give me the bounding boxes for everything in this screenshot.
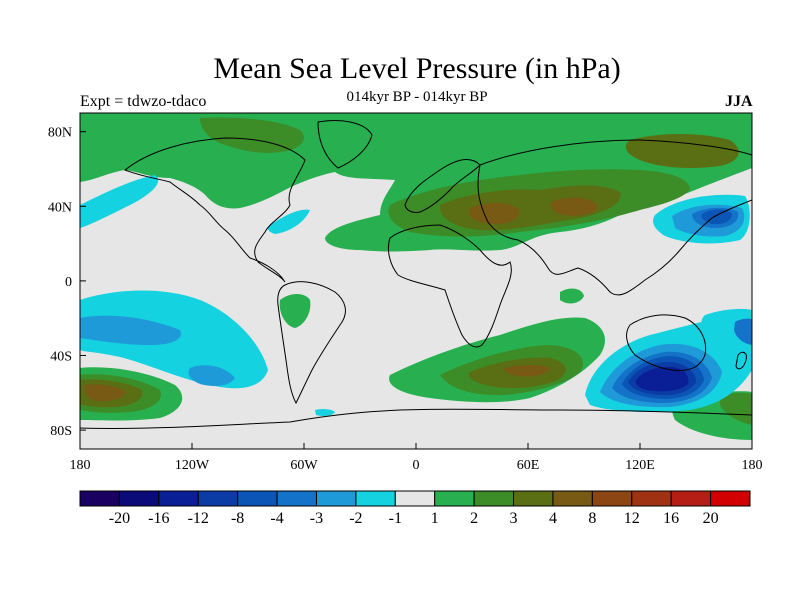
- contour-se-pacific-blue-2: [188, 365, 235, 386]
- contour-ne-pacific-cyan: [80, 175, 159, 228]
- colorbar-label: -20: [109, 510, 130, 527]
- colorbar-swatch: [355, 490, 396, 507]
- coast-greenland: [317, 120, 373, 169]
- colorbar-label: 2: [470, 510, 478, 527]
- contour-indian-green: [560, 288, 584, 304]
- coast-antarctica: [80, 408, 752, 429]
- lon-tick-label: 180: [742, 458, 763, 473]
- contour-arctic-dark-green: [200, 117, 304, 153]
- contour-siberia-olive: [625, 134, 739, 168]
- colorbar-label: 20: [703, 510, 719, 527]
- colorbar-swatch: [237, 490, 278, 507]
- contour-central-asia-brown: [550, 197, 598, 216]
- contour-south-australia-core-blue: [635, 366, 689, 392]
- lat-tick-label: 0: [65, 275, 72, 290]
- lon-tick-label: 0: [413, 458, 420, 473]
- colorbar-label: 8: [588, 510, 596, 527]
- colorbar-label: 12: [624, 510, 640, 527]
- contour-south-pacific-brown: [84, 384, 126, 402]
- colorbar-swatch: [552, 490, 593, 507]
- colorbar-label: 4: [549, 510, 557, 527]
- colorbar-swatch: [473, 490, 515, 507]
- colorbar-swatch: [158, 490, 199, 507]
- lon-tick-label: 180: [70, 458, 91, 473]
- colorbar-swatch: [79, 490, 120, 507]
- colorbar-swatch: [710, 490, 751, 507]
- colorbar-label: 3: [510, 510, 518, 527]
- colorbar-swatch: [631, 490, 672, 507]
- colorbar-label: -8: [231, 510, 244, 527]
- coastlines: [80, 120, 752, 429]
- colorbar-swatch: [315, 490, 357, 507]
- coast-new-zealand: [735, 351, 747, 370]
- colorbar-label: -12: [188, 510, 209, 527]
- lon-tick-label: 120E: [625, 458, 655, 473]
- colorbar-label: -3: [310, 510, 323, 527]
- coast-europe-north: [404, 159, 481, 213]
- map-title: Mean Sea Level Pressure (in hPa): [213, 52, 621, 85]
- contour-antarctic-east-dark-green: [720, 392, 752, 425]
- pressure-field: [80, 113, 752, 440]
- colorbar-label: -2: [349, 510, 362, 527]
- contour-south-america-green: [279, 294, 311, 328]
- colorbar-label: 1: [431, 510, 439, 527]
- lat-tick-label: 40N: [48, 200, 72, 215]
- contour-tasman-cyan: [701, 308, 752, 351]
- colorbar-label: -1: [389, 510, 402, 527]
- colorbar-swatch: [513, 490, 554, 507]
- colorbar-label: -16: [148, 510, 169, 527]
- coast-asia: [477, 139, 752, 296]
- axis-ticks: 80N 40N 0 40S 80S 180 120W 60W 0 60E 120E 180: [48, 126, 763, 473]
- colorbar-label: 16: [663, 510, 679, 527]
- colorbar-swatch: [434, 490, 475, 507]
- season-label: JJA: [725, 93, 753, 110]
- coast-north-america: [124, 137, 306, 283]
- lat-tick-label: 80S: [50, 424, 72, 439]
- colorbar-swatch: [118, 490, 160, 507]
- colorbar: -20 -16 -12 -8 -4 -3 -2 -1 1 2 3 4 8 12 16 20: [79, 490, 751, 527]
- lon-tick-label: 60W: [290, 458, 318, 473]
- contour-atlantic-cyan: [267, 209, 310, 234]
- coast-south-america: [277, 281, 346, 405]
- coast-africa-europe: [387, 224, 512, 348]
- colorbar-swatch: [591, 490, 633, 507]
- contour-tasman-blue: [734, 318, 752, 345]
- colorbar-swatch: [394, 490, 436, 507]
- colorbar-swatch: [197, 490, 239, 507]
- map-subtitle: 014kyr BP - 014kyr BP: [346, 89, 488, 105]
- contour-se-pacific-blue: [80, 315, 181, 346]
- contour-antarctic-cyan: [315, 408, 335, 416]
- colorbar-label: -4: [270, 510, 283, 527]
- experiment-label: Expt = tdwzo-tdaco: [80, 93, 207, 110]
- colorbar-swatch: [670, 490, 712, 507]
- lat-tick-label: 80N: [48, 126, 72, 141]
- lon-tick-label: 60E: [517, 458, 540, 473]
- contour-indian-ocean-brown: [504, 365, 550, 377]
- colorbar-swatch: [276, 490, 317, 507]
- lat-tick-label: 40S: [50, 350, 72, 365]
- lon-tick-label: 120W: [175, 458, 210, 473]
- coast-australia: [626, 314, 707, 371]
